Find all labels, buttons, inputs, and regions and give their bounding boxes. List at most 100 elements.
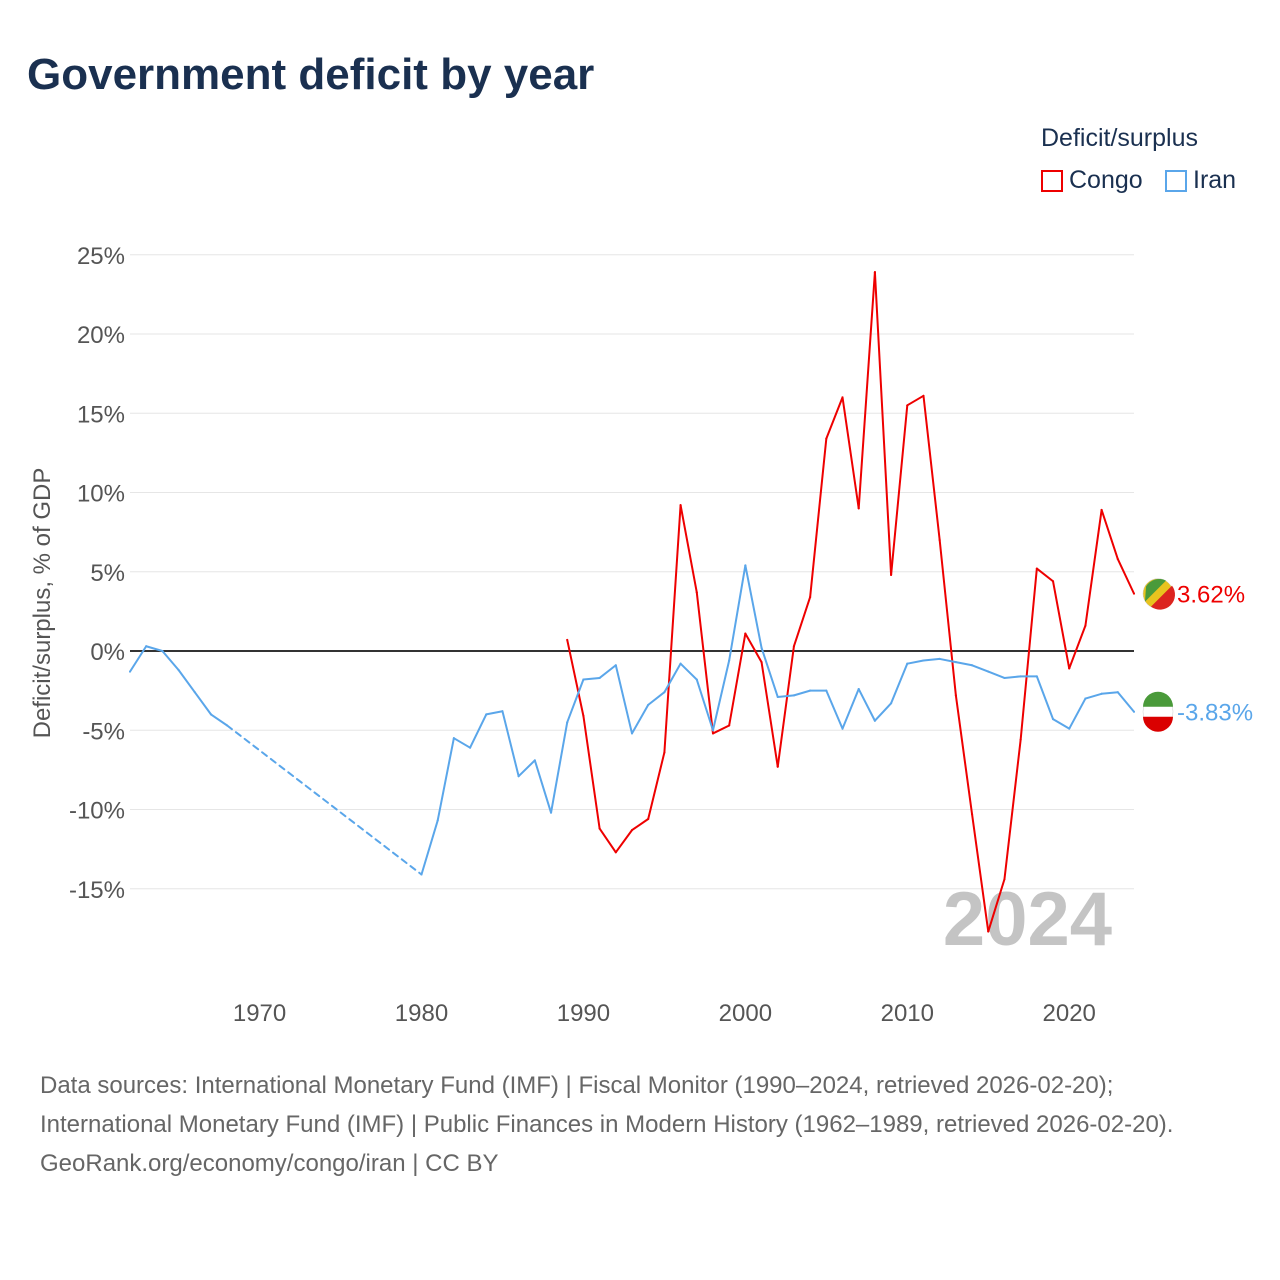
data-point-iran (1035, 675, 1038, 678)
data-point-iran (841, 727, 844, 730)
legend-swatch-iran (1165, 169, 1187, 192)
data-point-iran (209, 713, 212, 716)
line-segment-iran (452, 737, 472, 749)
line-segment-iran (1068, 697, 1087, 730)
legend-item-congo[interactable]: Congo (1041, 166, 1143, 195)
line-segment-iran (1116, 691, 1135, 713)
data-point-congo (728, 724, 731, 727)
line-segment-iran (776, 694, 795, 698)
data-point-congo (1084, 624, 1087, 627)
line-segment-iran (1003, 675, 1022, 679)
data-point-iran (226, 724, 229, 727)
line-segment-congo (566, 638, 585, 717)
line-segment-congo (663, 504, 682, 754)
end-label-congo: 3.62% (1177, 582, 1245, 609)
line-segment-iran (711, 659, 731, 732)
data-point-congo (841, 396, 844, 399)
line-segment-congo (922, 394, 941, 542)
line-segment-congo (1068, 624, 1087, 670)
data-point-iran (436, 819, 439, 822)
line-segment-iran (598, 664, 617, 679)
line-segment-iran (420, 819, 439, 876)
line-segment-congo (857, 271, 876, 510)
line-segment-congo (809, 437, 828, 599)
data-point-iran (1003, 676, 1006, 679)
line-segment-iran (550, 721, 569, 814)
line-segment-congo (760, 661, 779, 768)
legend-label-congo: Congo (1069, 166, 1143, 194)
line-segment-iran (841, 688, 860, 730)
line-segment-congo (631, 818, 650, 832)
line-segment-congo (873, 271, 893, 576)
flag-icon-iran-green (1143, 691, 1173, 707)
line-segment-iran (161, 650, 180, 672)
line-segment-congo (744, 632, 763, 664)
line-segment-congo (954, 694, 974, 816)
x-tick-label: 2020 (1043, 1000, 1096, 1027)
data-point-iran (598, 676, 601, 679)
data-point-congo (679, 504, 682, 507)
line-segment-congo (1035, 567, 1055, 583)
data-point-iran (857, 688, 860, 691)
data-point-congo (1035, 567, 1038, 570)
y-tick-label: -15% (69, 877, 125, 904)
flag-icon-congo-red (1151, 585, 1176, 610)
line-segment-congo (938, 539, 957, 697)
data-point-congo (792, 645, 795, 648)
data-point-congo (906, 404, 909, 407)
data-point-congo (776, 765, 779, 768)
source-credit[interactable]: GeoRank.org/economy/congo/iran | CC BY (40, 1150, 499, 1177)
line-segment-iran (663, 662, 682, 694)
y-tick-label: 15% (77, 401, 125, 428)
data-point-iran (1133, 710, 1135, 713)
data-point-iran (177, 669, 180, 672)
legend-item-iran[interactable]: Iran (1165, 166, 1236, 195)
line-segment-congo (971, 813, 990, 933)
data-point-iran (906, 662, 909, 665)
line-segment-iran (792, 689, 812, 697)
data-point-congo (695, 591, 698, 594)
plot-area: 2024 25% 20% 15% 10% 5% 0% -5% -10% -15% 1970 1980 1… (29, 243, 1253, 1027)
data-point-congo (809, 596, 812, 599)
source-line-1: Data sources: International Monetary Fun… (40, 1072, 1114, 1099)
data-point-congo (890, 573, 893, 576)
line-segment-congo (890, 404, 909, 576)
data-point-iran (485, 713, 488, 716)
line-segment-congo (776, 645, 795, 768)
line-segment-iran (177, 669, 196, 694)
line-segment-congo (711, 724, 731, 735)
data-point-congo (760, 661, 763, 664)
y-tick-label: 0% (90, 639, 125, 666)
data-point-iran (711, 729, 714, 732)
data-point-iran (614, 664, 617, 667)
data-point-iran (582, 678, 585, 681)
flag-icon-congo-green (1145, 578, 1166, 602)
line-segment-iran (857, 688, 876, 722)
line-segment-iran (129, 645, 148, 673)
line-segment-iran (485, 710, 504, 716)
data-point-iran (1019, 675, 1022, 678)
y-tick-label: 20% (77, 322, 125, 349)
x-tick-label: 1980 (395, 1000, 448, 1027)
line-segment-iran (744, 564, 763, 649)
data-point-congo (1133, 592, 1135, 595)
data-point-iran (566, 721, 569, 724)
line-segment-iran (987, 670, 1006, 679)
line-segment-iran (695, 678, 714, 732)
data-point-iran (1068, 727, 1071, 730)
line-segment-iran (873, 702, 893, 722)
line-segment-iran (1052, 718, 1071, 730)
line-segment-congo (987, 878, 1006, 933)
data-point-iran (922, 659, 925, 662)
data-point-iran (631, 732, 633, 735)
flag-icon-iran-red (1143, 716, 1173, 732)
y-tick-label: -10% (69, 798, 125, 825)
data-point-iran (193, 691, 196, 694)
data-point-congo (971, 813, 974, 816)
data-point-iran (679, 662, 682, 665)
line-segment-iran (1084, 692, 1103, 700)
data-point-iran (744, 564, 747, 567)
data-point-iran (776, 695, 779, 698)
data-point-congo (1100, 508, 1103, 511)
line-segment-iran (906, 659, 925, 665)
